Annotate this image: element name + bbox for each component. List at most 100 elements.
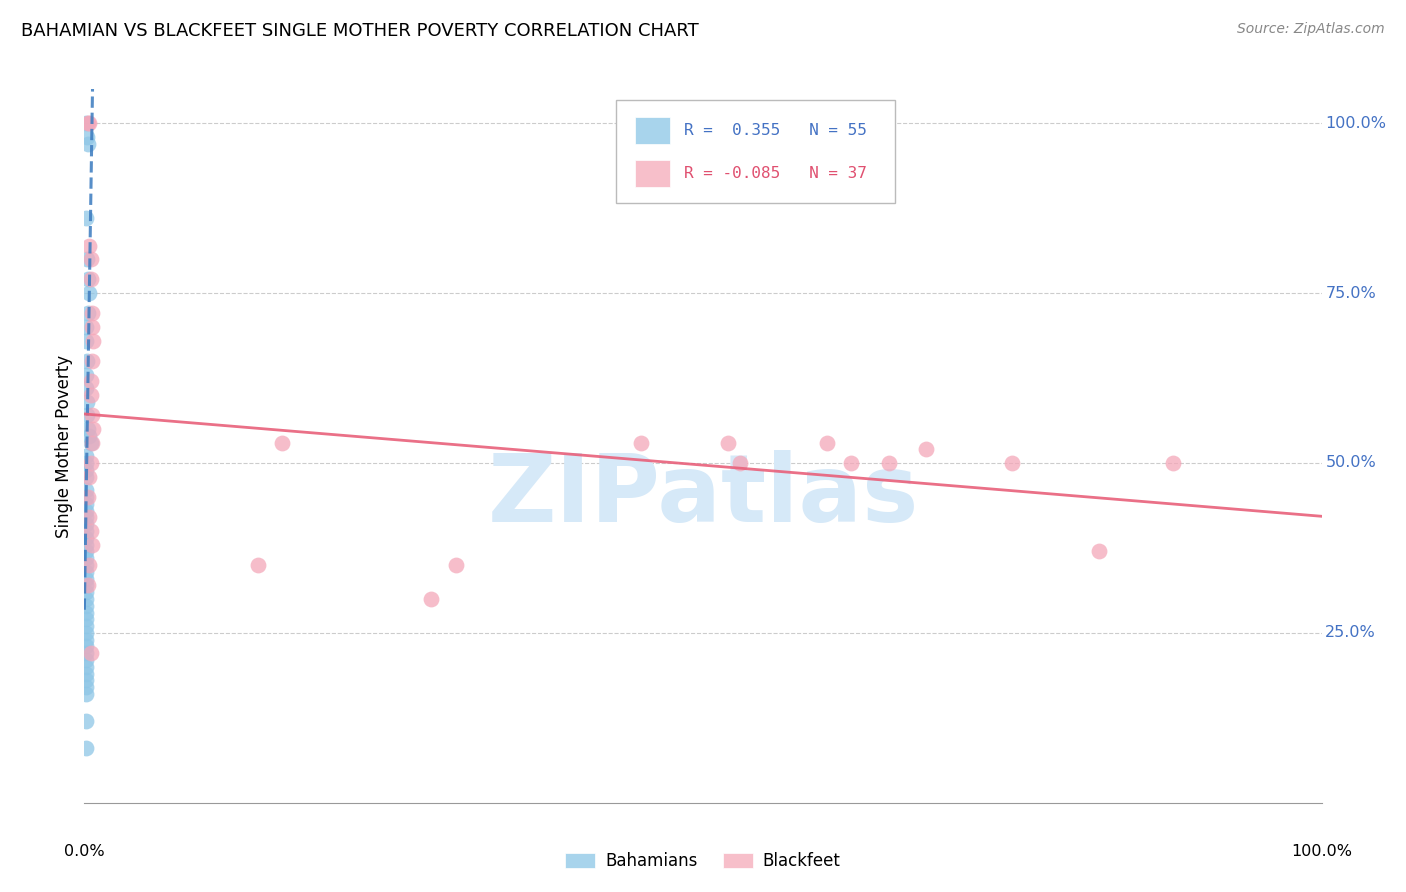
Text: BAHAMIAN VS BLACKFEET SINGLE MOTHER POVERTY CORRELATION CHART: BAHAMIAN VS BLACKFEET SINGLE MOTHER POVE… — [21, 22, 699, 40]
Point — [75, 591, 97, 606]
Point — [271, 435, 294, 450]
Point — [75, 483, 97, 498]
Point — [75, 531, 97, 545]
Point — [75, 517, 97, 532]
Point — [75, 116, 97, 130]
Point — [75, 334, 97, 348]
Text: Source: ZipAtlas.com: Source: ZipAtlas.com — [1237, 22, 1385, 37]
Point — [80, 306, 103, 320]
Text: 75.0%: 75.0% — [1326, 285, 1376, 301]
Point — [914, 442, 936, 457]
Point — [77, 272, 100, 286]
Point — [75, 612, 97, 626]
Point — [82, 422, 104, 436]
Point — [76, 354, 98, 368]
Point — [75, 503, 97, 517]
Point — [79, 510, 101, 524]
Point — [75, 497, 97, 511]
Point — [77, 490, 100, 504]
Point — [75, 673, 97, 688]
Point — [79, 429, 101, 443]
Point — [80, 320, 103, 334]
Text: R = -0.085   N = 37: R = -0.085 N = 37 — [685, 166, 868, 181]
Point — [79, 646, 101, 660]
Point — [75, 585, 97, 599]
Point — [75, 469, 97, 483]
Point — [76, 129, 98, 144]
Point — [75, 456, 97, 470]
Point — [79, 524, 101, 538]
Point — [75, 640, 97, 654]
Text: 25.0%: 25.0% — [1326, 625, 1376, 640]
Point — [75, 449, 97, 463]
Point — [841, 456, 863, 470]
Point — [1088, 544, 1111, 558]
Point — [246, 558, 269, 572]
Point — [75, 537, 97, 551]
Point — [79, 238, 101, 252]
Point — [75, 646, 97, 660]
Point — [79, 558, 101, 572]
Point — [75, 619, 97, 633]
Point — [630, 435, 652, 450]
Point — [75, 551, 97, 566]
Point — [80, 409, 103, 423]
Point — [75, 320, 97, 334]
Point — [75, 558, 97, 572]
Point — [75, 626, 97, 640]
Point — [419, 591, 441, 606]
Point — [75, 680, 97, 694]
Point — [77, 306, 100, 320]
Text: 100.0%: 100.0% — [1291, 844, 1353, 859]
Point — [75, 544, 97, 558]
Point — [75, 524, 97, 538]
Point — [77, 116, 100, 130]
FancyBboxPatch shape — [636, 117, 669, 145]
Point — [877, 456, 900, 470]
Point — [77, 422, 100, 436]
Point — [76, 252, 98, 266]
Point — [80, 354, 103, 368]
Point — [75, 606, 97, 620]
Point — [75, 653, 97, 667]
Text: R =  0.355   N = 55: R = 0.355 N = 55 — [685, 123, 868, 138]
Point — [75, 632, 97, 647]
Point — [79, 375, 101, 389]
Point — [444, 558, 467, 572]
Point — [80, 537, 103, 551]
Point — [77, 136, 100, 151]
Point — [717, 435, 740, 450]
Point — [79, 116, 101, 130]
Point — [75, 666, 97, 681]
Point — [79, 286, 101, 301]
Point — [82, 334, 104, 348]
Y-axis label: Single Mother Poverty: Single Mother Poverty — [55, 354, 73, 538]
Point — [75, 687, 97, 701]
Point — [75, 510, 97, 524]
Point — [1161, 456, 1184, 470]
Text: ZIPatlas: ZIPatlas — [488, 450, 918, 542]
Legend: Bahamians, Blackfeet: Bahamians, Blackfeet — [558, 846, 848, 877]
Point — [75, 381, 97, 395]
Point — [75, 741, 97, 756]
Point — [80, 435, 103, 450]
Point — [75, 572, 97, 586]
FancyBboxPatch shape — [616, 100, 894, 203]
Point — [77, 578, 100, 592]
Text: 50.0%: 50.0% — [1326, 456, 1376, 470]
Point — [79, 456, 101, 470]
Point — [1001, 456, 1024, 470]
Point — [75, 211, 97, 226]
Point — [75, 714, 97, 729]
Point — [75, 565, 97, 579]
Point — [815, 435, 838, 450]
Point — [79, 469, 101, 483]
Point — [75, 599, 97, 613]
Point — [728, 456, 751, 470]
Point — [79, 252, 101, 266]
Point — [76, 394, 98, 409]
Point — [79, 435, 101, 450]
Point — [79, 272, 101, 286]
Point — [75, 578, 97, 592]
FancyBboxPatch shape — [636, 160, 669, 187]
